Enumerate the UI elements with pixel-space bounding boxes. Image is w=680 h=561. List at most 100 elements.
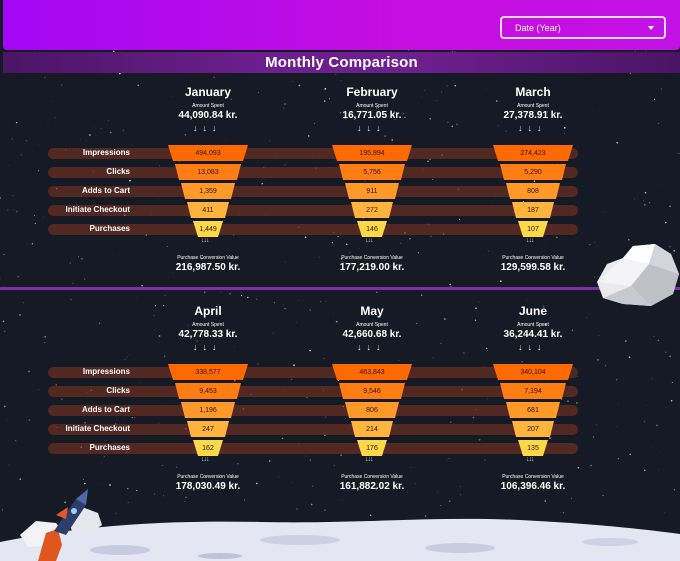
purchase-value: 216,987.50 kr.	[175, 262, 241, 273]
purchase-value: 106,396.46 kr.	[500, 481, 566, 492]
funnel-step: 338,577	[168, 364, 248, 380]
row-label-purchases: Purchases	[89, 443, 130, 452]
row-label-impressions: Impressions	[82, 367, 130, 376]
purchase-value: 177,219.00 kr.	[339, 262, 405, 273]
funnel-step: 13,083	[175, 164, 241, 180]
funnel-step: 1,449	[193, 221, 223, 237]
purchase-value-label: Purchase Conversion Value	[177, 474, 239, 480]
row-label-clicks: Clicks	[106, 167, 130, 176]
amount-spent-value: 42,778.33 kr.	[178, 329, 238, 340]
funnel-step: 9,453	[175, 383, 241, 399]
funnel-step: 806	[345, 402, 399, 418]
amount-spent-value: 16,771.05 kr.	[342, 110, 402, 121]
purchase-value-label: Purchase Conversion Value	[502, 255, 564, 261]
date-dropdown-label: Date (Year)	[515, 22, 561, 33]
purchase-value-label: Purchase Conversion Value	[502, 474, 564, 480]
month-name: May	[360, 304, 384, 318]
funnel-step: 207	[512, 421, 554, 437]
funnel-step: 162	[193, 440, 223, 456]
page-title: Monthly Comparison	[265, 54, 418, 71]
funnel-step: 195,894	[332, 145, 412, 161]
purchase-value-label: Purchase Conversion Value	[177, 255, 239, 261]
row-label-clicks: Clicks	[106, 386, 130, 395]
down-arrows-icon: ↓↓↓	[193, 123, 222, 133]
rocket-icon	[20, 489, 102, 561]
funnel-step: 5,290	[500, 164, 566, 180]
down-arrows-icon: ↓↓↓	[526, 237, 534, 244]
row-band	[48, 366, 578, 378]
down-arrows-icon: ↓↓↓	[357, 342, 386, 352]
funnel-step: 463,843	[332, 364, 412, 380]
funnel-step: 146	[357, 221, 387, 237]
funnel-step: 272	[351, 202, 393, 218]
amount-spent-label: Amount Spent	[356, 322, 388, 328]
purchase-value-block: Purchase Conversion Value 161,882.02 kr.	[297, 474, 447, 492]
caret-down-icon	[648, 25, 654, 30]
amount-spent-label: Amount Spent	[517, 103, 549, 109]
row-label-purchases: Purchases	[89, 224, 130, 233]
row-band	[48, 423, 578, 435]
purchase-value-block: Purchase Conversion Value 216,987.50 kr.	[133, 255, 283, 273]
purchase-value: 161,882.02 kr.	[339, 481, 405, 492]
funnel-step: 5,756	[339, 164, 405, 180]
funnel-step: 187	[512, 202, 554, 218]
purchase-value-block: Purchase Conversion Value 129,599.58 kr.	[458, 255, 608, 273]
funnel-step: 7,194	[500, 383, 566, 399]
funnel-step: 494,093	[168, 145, 248, 161]
funnel-step: 214	[351, 421, 393, 437]
month-name: March	[515, 85, 551, 99]
amount-spent-value: 44,090.84 kr.	[178, 110, 238, 121]
down-arrows-icon: ↓↓↓	[201, 237, 209, 244]
row-band	[48, 147, 578, 159]
cloud-icon	[597, 244, 679, 306]
month-header: January Amount Spent 44,090.84 kr.	[133, 85, 283, 121]
row-label-impressions: Impressions	[82, 148, 130, 157]
down-arrows-icon: ↓↓↓	[193, 342, 222, 352]
month-name: January	[184, 85, 232, 99]
amount-spent-value: 27,378.91 kr.	[503, 110, 563, 121]
down-arrows-icon: ↓↓↓	[365, 456, 373, 463]
row-label-initiate-checkout: Initiate Checkout	[65, 424, 130, 433]
row-band	[48, 204, 578, 216]
page-title-bar: Monthly Comparison	[3, 52, 680, 73]
down-arrows-icon: ↓↓↓	[201, 456, 209, 463]
month-header: April Amount Spent 42,778.33 kr.	[133, 304, 283, 340]
amount-spent-label: Amount Spent	[517, 322, 549, 328]
date-year-dropdown[interactable]: Date (Year)	[500, 16, 666, 39]
month-header: March Amount Spent 27,378.91 kr.	[458, 85, 608, 121]
month-header: February Amount Spent 16,771.05 kr.	[297, 85, 447, 121]
row-label-adds-to-cart: Adds to Cart	[82, 405, 130, 414]
funnel-step: 911	[345, 183, 399, 199]
amount-spent-label: Amount Spent	[356, 103, 388, 109]
down-arrows-icon: ↓↓↓	[518, 342, 547, 352]
month-name: June	[518, 304, 547, 318]
purchase-value-block: Purchase Conversion Value 106,396.46 kr.	[458, 474, 608, 492]
section-divider	[0, 287, 680, 290]
purchase-value-block: Purchase Conversion Value 178,030.49 kr.	[133, 474, 283, 492]
row-band	[48, 185, 578, 197]
funnel-step: 9,546	[339, 383, 405, 399]
purchase-value: 178,030.49 kr.	[175, 481, 241, 492]
funnel-step: 135	[518, 440, 548, 456]
row-band	[48, 385, 578, 397]
month-header: May Amount Spent 42,660.68 kr.	[297, 304, 447, 340]
funnel-step: 681	[506, 402, 560, 418]
row-band	[48, 404, 578, 416]
amount-spent-label: Amount Spent	[192, 103, 224, 109]
funnel-step: 274,423	[493, 145, 573, 161]
month-name: February	[346, 85, 398, 99]
month-name: April	[194, 304, 222, 318]
amount-spent-label: Amount Spent	[192, 322, 224, 328]
purchase-value-block: Purchase Conversion Value 177,219.00 kr.	[297, 255, 447, 273]
row-label-adds-to-cart: Adds to Cart	[82, 186, 130, 195]
funnel-step: 1,196	[181, 402, 235, 418]
down-arrows-icon: ↓↓↓	[365, 237, 373, 244]
amount-spent-value: 42,660.68 kr.	[342, 329, 402, 340]
funnel-step: 340,104	[493, 364, 573, 380]
down-arrows-icon: ↓↓↓	[526, 456, 534, 463]
funnel-step: 1,359	[181, 183, 235, 199]
row-label-initiate-checkout: Initiate Checkout	[65, 205, 130, 214]
moon-surface	[0, 518, 680, 561]
purchase-value: 129,599.58 kr.	[500, 262, 566, 273]
